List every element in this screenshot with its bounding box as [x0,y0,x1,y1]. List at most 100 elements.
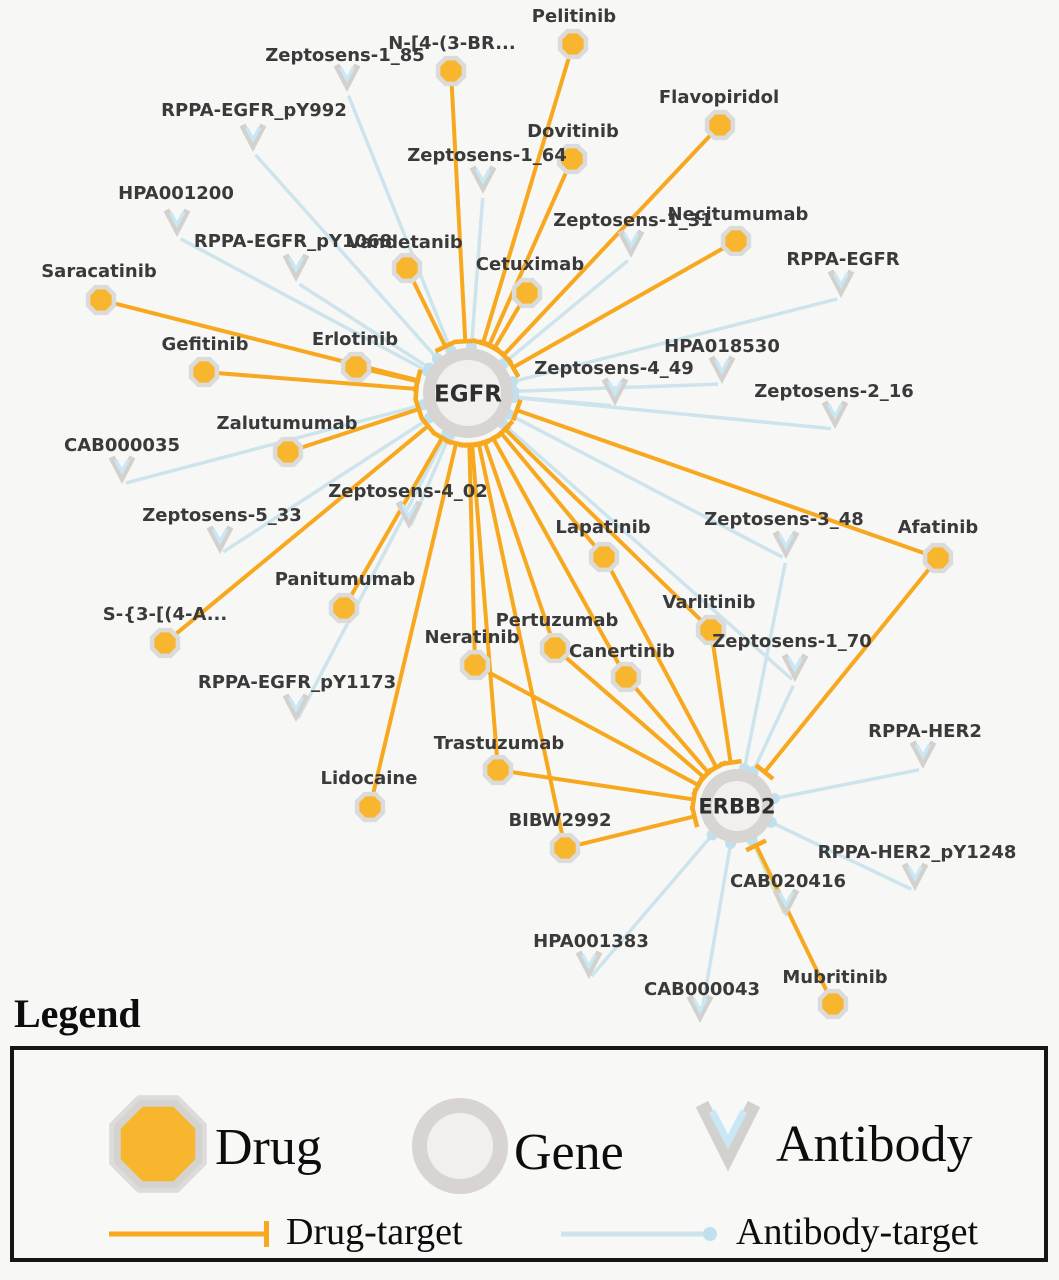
legend-drug-octagon-icon [109,1095,207,1193]
chevron-icon [781,653,809,682]
gene-node-erbb2[interactable]: ERBB2 [698,769,776,843]
chevron-icon [575,950,603,979]
chevron-inner-icon [245,126,261,144]
antibody-node-rppa_egfr_py992[interactable] [239,123,267,152]
edge-hpa001200-EGFR [179,237,433,377]
node-label-erlotinib: Erlotinib [312,329,398,350]
drug-node-necitumumab[interactable] [720,225,752,257]
node-label-zeptosens_4_02: Zeptosens-4_02 [328,481,488,502]
edge-dovitinib-EGFR [478,170,569,353]
antibody-node-zeptosens_1_85[interactable] [333,63,361,92]
node-label-hpa018530: HPA018530 [664,336,780,357]
edge-canertinib-EGFR [482,430,621,666]
chevron-icon [708,355,736,384]
antibody-node-rppa_egfr_py1173[interactable] [282,693,310,722]
chevron-inner-icon [475,168,491,186]
chevron-inner-icon [907,865,923,883]
node-label-necitumumab: Necitumumab [668,204,809,225]
drug-node-pelitinib[interactable] [557,28,589,60]
edge-zeptosens_2_16-EGFR [508,391,832,431]
edge-trastuzumab-EGFR [460,441,499,757]
antibody-node-rppa_egfr_py1068[interactable] [282,253,310,282]
edge-hpa001383-ERBB2 [590,829,718,978]
antibody-node-zeptosens_5_33[interactable] [206,525,234,554]
edge-s3_4a-EGFR [174,416,437,636]
drug-node-erlotinib[interactable] [340,351,372,383]
node-label-flavopiridol: Flavopiridol [659,87,779,108]
node-label-rppa_egfr_py992: RPPA-EGFR_pY992 [161,100,347,121]
chevron-icon [395,500,423,529]
chevron-icon [333,63,361,92]
chevron-icon [827,269,855,298]
antibody-node-zeptosens_1_31[interactable] [617,229,645,258]
antibody-node-rppa_her2_py1248[interactable] [901,862,929,891]
drug-node-pertuzumab[interactable] [539,632,571,664]
antibody-node-hpa001200[interactable] [163,208,191,237]
antibody-node-rppa_her2[interactable] [909,740,937,769]
drug-node-s3_4a[interactable] [149,627,181,659]
edge-canertinib-ERBB2 [633,686,719,782]
antibody-node-cab000035[interactable] [108,455,136,484]
drug-node-mubritinib[interactable] [817,988,849,1020]
drug-node-flavopiridol[interactable] [704,109,736,141]
edge-zeptosens_1_70-EGFR [496,417,794,681]
node-label-neratinib: Neratinib [425,627,520,648]
drug-node-neratinib[interactable] [459,649,491,681]
drug-node-dovitinib[interactable] [556,143,588,175]
drug-node-lapatinib[interactable] [588,541,620,573]
chevron-icon [282,693,310,722]
edge-neratinib-ERBB2 [486,669,706,797]
drug-node-vandetanib[interactable] [391,252,423,284]
edge-bibw2992-EGFR [467,439,565,835]
legend-drug-target-edge-icon [109,1221,269,1247]
chevron-inner-icon [778,533,794,551]
drug-node-canertinib[interactable] [610,661,642,693]
edge-flavopiridol-EGFR [493,133,712,365]
legend-label-drug-target: Drug-target [286,1211,463,1254]
node-label-mubritinib: Mubritinib [782,967,887,988]
antibody-node-hpa001383[interactable] [575,950,603,979]
edge-zeptosens_1_85-EGFR [346,95,457,356]
edge-rppa_egfr_py1068-EGFR [298,282,435,374]
antibody-node-zeptosens_4_02[interactable] [395,500,423,529]
drug-node-afatinib[interactable] [922,542,954,574]
drug-node-varlitinib[interactable] [695,614,727,646]
antibody-node-zeptosens_2_16[interactable] [821,400,849,429]
drug-node-lidocaine[interactable] [354,791,386,823]
node-label-rppa_egfr: RPPA-EGFR [786,249,899,270]
edge-zalutumumab-EGFR [300,397,425,450]
antibody-node-zeptosens_1_70[interactable] [781,653,809,682]
antibody-node-zeptosens_1_64[interactable] [469,165,497,194]
edge-lapatinib-ERBB2 [608,568,728,775]
node-label-zeptosens_3_48: Zeptosens-3_48 [704,509,864,530]
drug-node-gefitinib[interactable] [188,356,220,388]
drug-node-saracatinib[interactable] [85,284,117,316]
antibody-node-zeptosens_4_49[interactable] [601,377,629,406]
drug-node-bibw2992[interactable] [549,832,581,864]
edge-cetuximab-EGFR [483,304,522,356]
chevron-inner-icon [212,528,228,546]
chevron-inner-icon [623,232,639,250]
drug-node-zalutumumab[interactable] [272,436,304,468]
drug-node-cetuximab[interactable] [511,277,543,309]
edge-rppa_egfr_py992-EGFR [254,153,443,365]
edge-zeptosens_3_48-ERBB2 [738,562,787,775]
antibody-node-zeptosens_3_48[interactable] [772,530,800,559]
node-label-pelitinib: Pelitinib [532,6,616,27]
antibody-node-hpa018530[interactable] [708,355,736,384]
chevron-icon [601,377,629,406]
drug-node-panitumumab[interactable] [328,592,360,624]
node-label-rppa_her2_py1248: RPPA-HER2_pY1248 [818,842,1017,863]
drug-node-trastuzumab[interactable] [482,754,514,786]
node-label-canertinib: Canertinib [569,641,675,662]
antibody-node-cab020416[interactable] [772,888,800,917]
node-label-gefitinib: Gefitinib [162,334,249,355]
gene-node-egfr[interactable]: EGFR [423,348,513,438]
node-label-pertuzumab: Pertuzumab [496,610,619,631]
drug-node-n4_3br[interactable] [435,55,467,87]
antibody-node-cab000043[interactable] [686,994,714,1023]
legend-label-antibody: Antibody [776,1116,973,1174]
chevron-icon [686,994,714,1023]
edge-erlotinib-EGFR [369,368,423,393]
antibody-node-rppa_egfr[interactable] [827,269,855,298]
